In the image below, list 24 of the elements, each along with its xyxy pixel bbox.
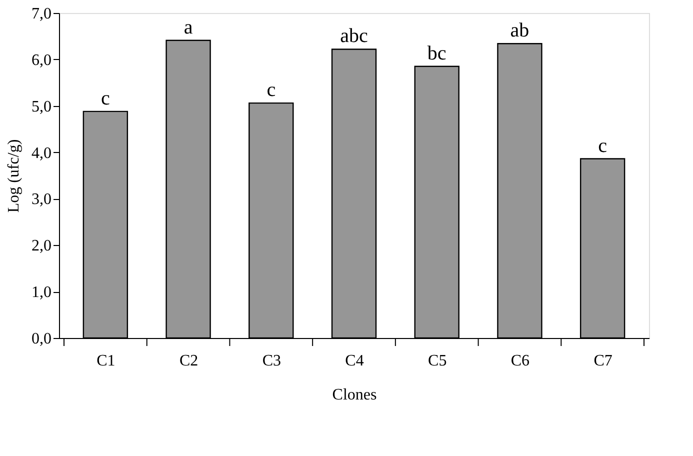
annotation: c bbox=[598, 134, 608, 157]
x-tick-label: C1 bbox=[96, 352, 116, 370]
y-tick-label: 2,0 bbox=[32, 238, 52, 255]
annotation: c bbox=[266, 79, 276, 102]
y-tick-label: 7,0 bbox=[32, 6, 52, 22]
x-tick-label: C7 bbox=[594, 352, 612, 370]
y-tick-label: 4,0 bbox=[32, 144, 52, 162]
x-tick-label: C2 bbox=[179, 352, 198, 370]
annotation: bc bbox=[427, 42, 446, 64]
y-tick-label: 3,0 bbox=[32, 191, 52, 208]
x-tick-label: C3 bbox=[262, 352, 281, 370]
annotation: c bbox=[100, 87, 110, 110]
y-tick-label: 0,0 bbox=[32, 330, 52, 348]
y-tick-label: 5,0 bbox=[32, 98, 52, 116]
annotation: ab bbox=[510, 20, 530, 42]
y-tick-label: 6,0 bbox=[32, 52, 52, 69]
annotation: abc bbox=[340, 25, 368, 48]
y-axis-title: Log (ufc/g) bbox=[6, 139, 22, 213]
x-tick-label: C4 bbox=[345, 352, 364, 370]
x-tick-label: C5 bbox=[428, 352, 447, 370]
y-tick-label: 1,0 bbox=[32, 284, 52, 302]
x-axis-title: Clones bbox=[332, 386, 377, 404]
annotation: a bbox=[184, 16, 193, 38]
x-tick-label: C6 bbox=[510, 352, 530, 370]
